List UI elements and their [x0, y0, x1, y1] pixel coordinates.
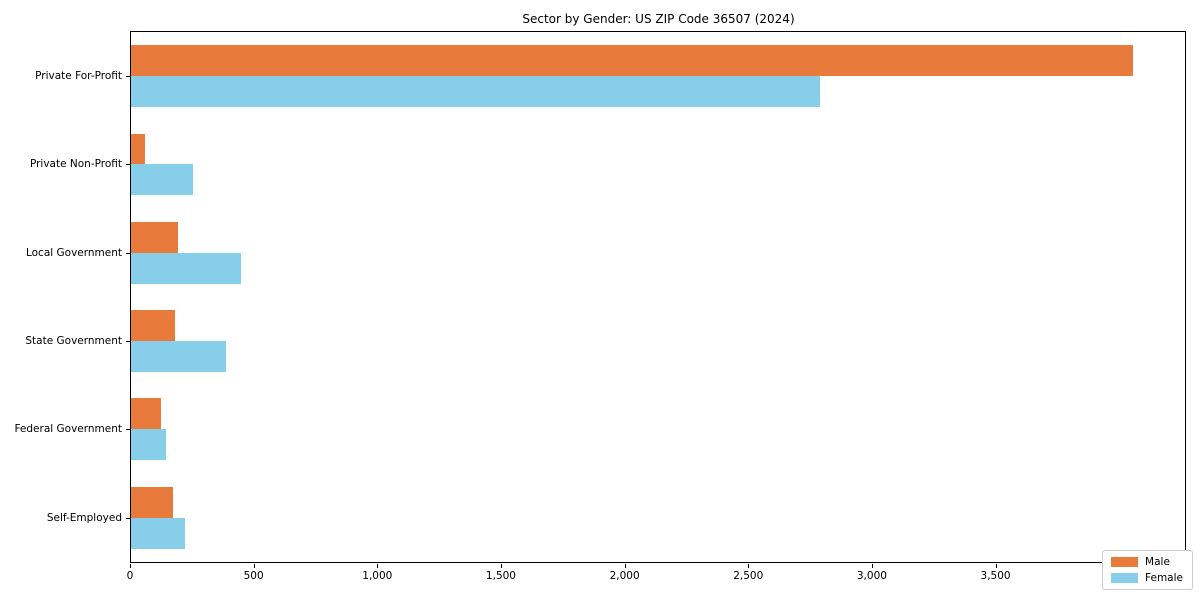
y-tick-mark: [126, 341, 130, 343]
x-tick-mark: [377, 564, 379, 568]
legend-swatch-female: [1111, 573, 1139, 583]
x-tick-mark: [500, 564, 502, 568]
x-tick-label: 2,000: [609, 570, 640, 582]
x-tick-label: 0: [126, 570, 134, 582]
bar-male-state-government: [131, 310, 176, 342]
y-tick-mark: [126, 252, 130, 254]
x-tick-mark: [995, 564, 997, 568]
bar-group-private-for-profit: Private For-Profit: [35, 32, 1185, 120]
bar-female-local-government: [131, 252, 241, 284]
legend: Male Female: [1102, 550, 1193, 590]
bar-male-self-employed: [131, 486, 173, 518]
y-axis-label-local-government: Local Government: [25, 246, 122, 259]
chart-title: Sector by Gender: US ZIP Code 36507 (202…: [522, 12, 795, 26]
bar-group-private-non-profit: Private Non-Profit: [30, 120, 1185, 208]
bar-female-federal-government: [131, 429, 166, 461]
bar-group-federal-government: Federal Government: [14, 385, 1185, 473]
x-tick-label: 500: [243, 570, 264, 582]
bar-group-state-government: State Government: [25, 297, 1185, 385]
plot-area: Private For-Profit Private Non-Profit Loca…: [14, 31, 1186, 563]
bar-male-local-government: [131, 221, 178, 253]
legend-label-male: Male: [1145, 556, 1170, 568]
x-tick-label: 3,500: [980, 570, 1011, 582]
y-axis-label-state-government: State Government: [25, 335, 122, 348]
y-tick-mark: [126, 76, 130, 78]
legend-item-male: Male: [1111, 556, 1183, 568]
bar-female-self-employed: [131, 517, 186, 549]
bar-female-private-non-profit: [131, 164, 193, 196]
y-axis-label-federal-government: Federal Government: [14, 423, 122, 436]
y-axis-label-private-for-profit: Private For-Profit: [35, 70, 122, 83]
x-tick-mark: [871, 564, 873, 568]
bar-male-federal-government: [131, 398, 161, 430]
x-tick-mark: [624, 564, 626, 568]
x-tick-label: 3,000: [856, 570, 887, 582]
x-tick-mark: [130, 564, 131, 568]
x-tick-mark: [748, 564, 750, 568]
bar-female-state-government: [131, 341, 227, 373]
legend-label-female: Female: [1145, 572, 1183, 584]
legend-swatch-male: [1111, 557, 1139, 567]
x-tick-label: 1,500: [485, 570, 516, 582]
x-tick-label: 2,500: [733, 570, 764, 582]
y-axis-label-private-non-profit: Private Non-Profit: [29, 158, 122, 171]
x-tick-mark: [253, 564, 255, 568]
x-tick-label: 1,000: [362, 570, 393, 582]
legend-item-female: Female: [1111, 572, 1183, 584]
bar-male-private-non-profit: [131, 133, 145, 165]
y-tick-mark: [126, 164, 130, 166]
bar-group-self-employed: Self-Employed: [47, 474, 1185, 562]
y-axis-label-self-employed: Self-Employed: [46, 511, 122, 524]
bar-male-private-for-profit: [131, 45, 1134, 77]
bar-group-local-government: Local Government: [26, 209, 1185, 297]
y-tick-mark: [126, 517, 130, 519]
bar-female-private-for-profit: [131, 76, 820, 108]
y-tick-mark: [126, 429, 130, 431]
